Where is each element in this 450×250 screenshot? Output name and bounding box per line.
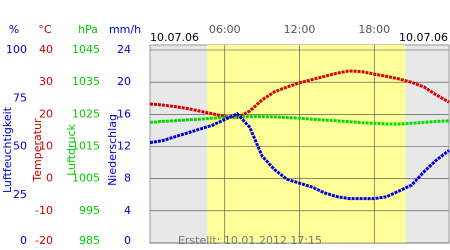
y-tick-label: 20 (117, 75, 131, 88)
y-tick-label: 30 (39, 75, 53, 88)
y-tick-label: 100 (6, 43, 27, 56)
y-tick-label: 25 (13, 188, 27, 201)
y-tick-label: 16 (117, 107, 131, 120)
y-tick-label: 1025 (72, 107, 100, 120)
daylight (207, 45, 406, 243)
date-right: 10.07.06 (399, 31, 448, 44)
axis-unit: °C (38, 23, 52, 36)
x-tick-label: 06:00 (209, 23, 241, 36)
y-tick-label: 1005 (72, 172, 100, 185)
series-line (149, 111, 450, 201)
axis-title: Niederschlag (106, 114, 119, 186)
y-tick-label: 40 (39, 43, 53, 56)
y-tick-label: -10 (35, 204, 53, 217)
y-tick-label: 0 (20, 234, 27, 247)
axis-unit: hPa (78, 23, 98, 36)
axis-title: Luftfeuchtigkeit (1, 106, 14, 193)
y-tick-label: 1035 (72, 75, 100, 88)
axis-unit: mm/h (109, 23, 141, 36)
x-tick-label: 12:00 (284, 23, 316, 36)
series-line (149, 69, 450, 120)
y-tick-label: 4 (124, 204, 131, 217)
y-tick-label: 75 (13, 91, 27, 104)
y-tick-label: 985 (79, 234, 100, 247)
y-tick-label: 24 (117, 43, 131, 56)
x-tick-label: 18:00 (358, 23, 390, 36)
y-tick-label: 1045 (72, 43, 100, 56)
date-left: 10.07.06 (150, 31, 199, 44)
y-tick-label: 8 (124, 172, 131, 185)
series-line (149, 115, 450, 126)
axis-title: Temperatur (31, 118, 44, 183)
y-tick-label: 12 (117, 140, 131, 153)
y-tick-label: 20 (39, 107, 53, 120)
y-tick-label: 1015 (72, 140, 100, 153)
footer: Erstellt: 10.01.2012 17:15 (178, 234, 322, 247)
y-tick-label: 0 (46, 172, 53, 185)
y-tick-label: 995 (79, 204, 100, 217)
y-tick-label: 50 (13, 140, 27, 153)
y-tick-label: 0 (124, 234, 131, 247)
y-tick-label: 10 (39, 140, 53, 153)
axis-unit: % (9, 23, 19, 36)
y-tick-label: -20 (35, 234, 53, 247)
axis-title: Luftdruck (65, 123, 78, 175)
